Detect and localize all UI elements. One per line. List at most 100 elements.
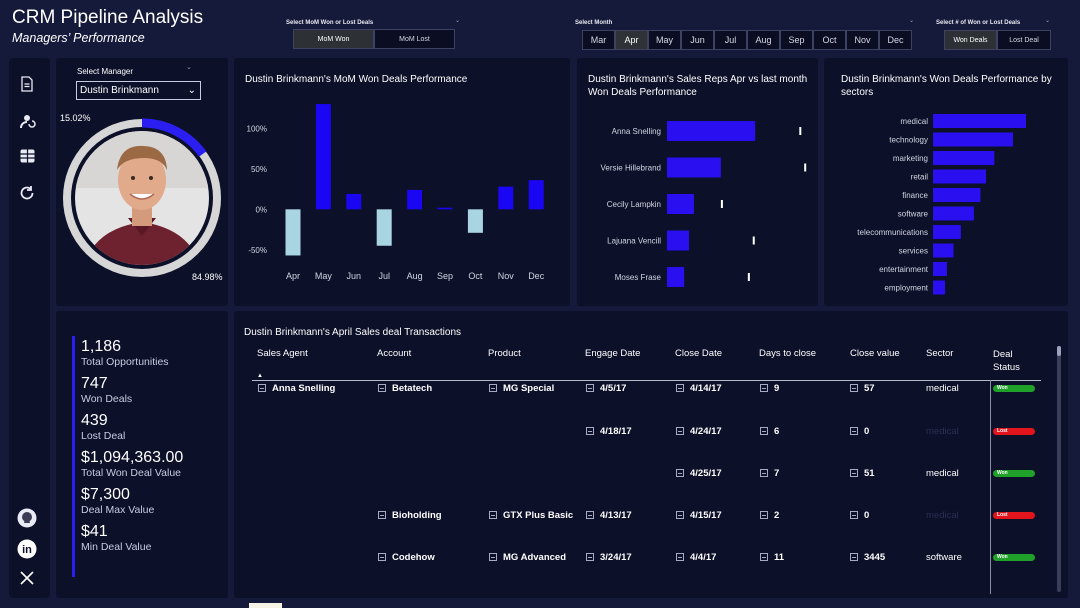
collapse-icon[interactable] (676, 511, 684, 519)
x-icon[interactable] (17, 570, 37, 590)
x-tick-label: Aug (407, 271, 423, 281)
sector-bar[interactable] (933, 280, 946, 295)
x-tick-label: May (315, 271, 333, 281)
bar-oct[interactable] (467, 209, 483, 233)
category-label: technology (889, 136, 928, 145)
y-tick-label: -50% (248, 246, 267, 255)
collapse-icon[interactable] (586, 427, 594, 435)
col-header-close-value[interactable]: Close value (850, 348, 900, 359)
month-nov-button[interactable]: Nov (846, 30, 879, 50)
col-header-deal-status[interactable]: Deal Status (993, 349, 1020, 373)
collapse-icon[interactable] (676, 553, 684, 561)
document-icon[interactable] (17, 76, 37, 96)
table-icon[interactable] (17, 149, 37, 169)
collapse-icon[interactable] (760, 469, 768, 477)
col-header-close-date[interactable]: Close Date (675, 348, 722, 359)
collapse-icon[interactable] (489, 511, 497, 519)
collapse-icon[interactable] (676, 427, 684, 435)
chevron-down-icon[interactable]: ⌄ (909, 18, 915, 24)
rep-bar[interactable] (667, 157, 721, 178)
sector-bar[interactable] (933, 188, 981, 202)
col-header-sales-agent[interactable]: Sales Agent (257, 348, 308, 359)
rep-bar[interactable] (667, 121, 756, 141)
chevron-down-icon[interactable]: ⌄ (1045, 18, 1051, 24)
bar-dec[interactable] (528, 180, 544, 210)
refresh-icon[interactable] (17, 185, 37, 205)
month-apr-button[interactable]: Apr (615, 30, 648, 50)
manager-dropdown[interactable]: Dustin Brinkmann ⌄ (76, 81, 201, 100)
collapse-icon[interactable] (378, 511, 386, 519)
bar-apr[interactable] (285, 209, 301, 256)
rep-bar[interactable] (667, 194, 694, 214)
collapse-icon[interactable] (586, 511, 594, 519)
bar-nov[interactable] (498, 186, 514, 210)
month-mar-button[interactable]: Mar (582, 30, 615, 50)
table-row[interactable]: Anna Snelling (258, 383, 335, 394)
linkedin-icon[interactable]: in (17, 539, 37, 559)
bar-jun[interactable] (346, 193, 362, 210)
sector-bar[interactable] (933, 132, 1013, 147)
bar-aug[interactable] (407, 189, 423, 210)
collapse-icon[interactable] (676, 469, 684, 477)
rep-bar[interactable] (667, 267, 685, 287)
month-dec-button[interactable]: Dec (879, 30, 912, 50)
collapse-icon[interactable] (258, 384, 266, 392)
collapse-icon[interactable] (489, 384, 497, 392)
bar-sep[interactable] (437, 207, 453, 210)
collapse-icon[interactable] (378, 384, 386, 392)
month-oct-button[interactable]: Oct (813, 30, 846, 50)
collapse-icon[interactable] (586, 553, 594, 561)
table-cell: medical (926, 468, 959, 479)
collapse-icon[interactable] (760, 553, 768, 561)
chevron-down-icon[interactable]: ⌄ (455, 18, 461, 24)
collapse-icon[interactable] (850, 511, 858, 519)
rep-bar[interactable] (667, 230, 690, 251)
collapse-icon[interactable] (586, 384, 594, 392)
collapse-icon[interactable] (850, 427, 858, 435)
x-tick-label: Nov (498, 271, 515, 281)
collapse-icon[interactable] (378, 553, 386, 561)
col-header-product[interactable]: Product (488, 348, 521, 359)
sector-bar[interactable] (933, 169, 987, 184)
sector-bar[interactable] (933, 243, 954, 258)
lost-deal-button[interactable]: Lost Deal (997, 30, 1051, 50)
mom-chart: 100% 50% 0% -50% Apr May Jun Jul Aug Sep Oct Nov Dec (247, 104, 545, 281)
bar-jul[interactable] (376, 209, 392, 246)
github-icon[interactable] (17, 508, 37, 528)
col-header-sector[interactable]: Sector (926, 348, 954, 359)
deal-max-value-label: Deal Max Value (81, 504, 155, 516)
person-refresh-icon[interactable] (17, 113, 37, 133)
mom-lost-button[interactable]: MoM Lost (374, 29, 455, 49)
col-header-engage-date[interactable]: Engage Date (585, 348, 641, 359)
status-badge: Lost (993, 512, 1035, 519)
mom-won-button[interactable]: MoM Won (293, 29, 374, 49)
chevron-down-icon[interactable]: ⌄ (186, 64, 192, 71)
collapse-icon[interactable] (850, 553, 858, 561)
table-scrollbar[interactable] (1057, 346, 1061, 592)
collapse-icon[interactable] (676, 384, 684, 392)
collapse-icon[interactable] (760, 427, 768, 435)
sector-bar[interactable] (933, 114, 1026, 128)
month-may-button[interactable]: May (648, 30, 681, 50)
month-jul-button[interactable]: Jul (714, 30, 747, 50)
collapse-icon[interactable] (850, 384, 858, 392)
collapse-icon[interactable] (760, 384, 768, 392)
col-header-account[interactable]: Account (377, 348, 412, 359)
table-cell: 4/25/17 (676, 468, 722, 479)
sector-bar[interactable] (933, 225, 961, 239)
month-aug-button[interactable]: Aug (747, 30, 780, 50)
sort-ascending-icon[interactable]: ▲ (257, 373, 263, 379)
collapse-icon[interactable] (850, 469, 858, 477)
month-jun-button[interactable]: Jun (681, 30, 714, 50)
sector-bar[interactable] (933, 206, 974, 221)
collapse-icon[interactable] (489, 553, 497, 561)
month-sep-button[interactable]: Sep (780, 30, 813, 50)
sector-bar[interactable] (933, 262, 947, 276)
page-tab-indicator[interactable] (249, 603, 282, 608)
scrollbar-thumb[interactable] (1057, 346, 1061, 356)
won-deals-button[interactable]: Won Deals (944, 30, 997, 50)
sector-bar[interactable] (933, 151, 995, 165)
col-header-days-to-close[interactable]: Days to close (759, 348, 817, 359)
bar-may[interactable] (315, 104, 331, 210)
collapse-icon[interactable] (760, 511, 768, 519)
